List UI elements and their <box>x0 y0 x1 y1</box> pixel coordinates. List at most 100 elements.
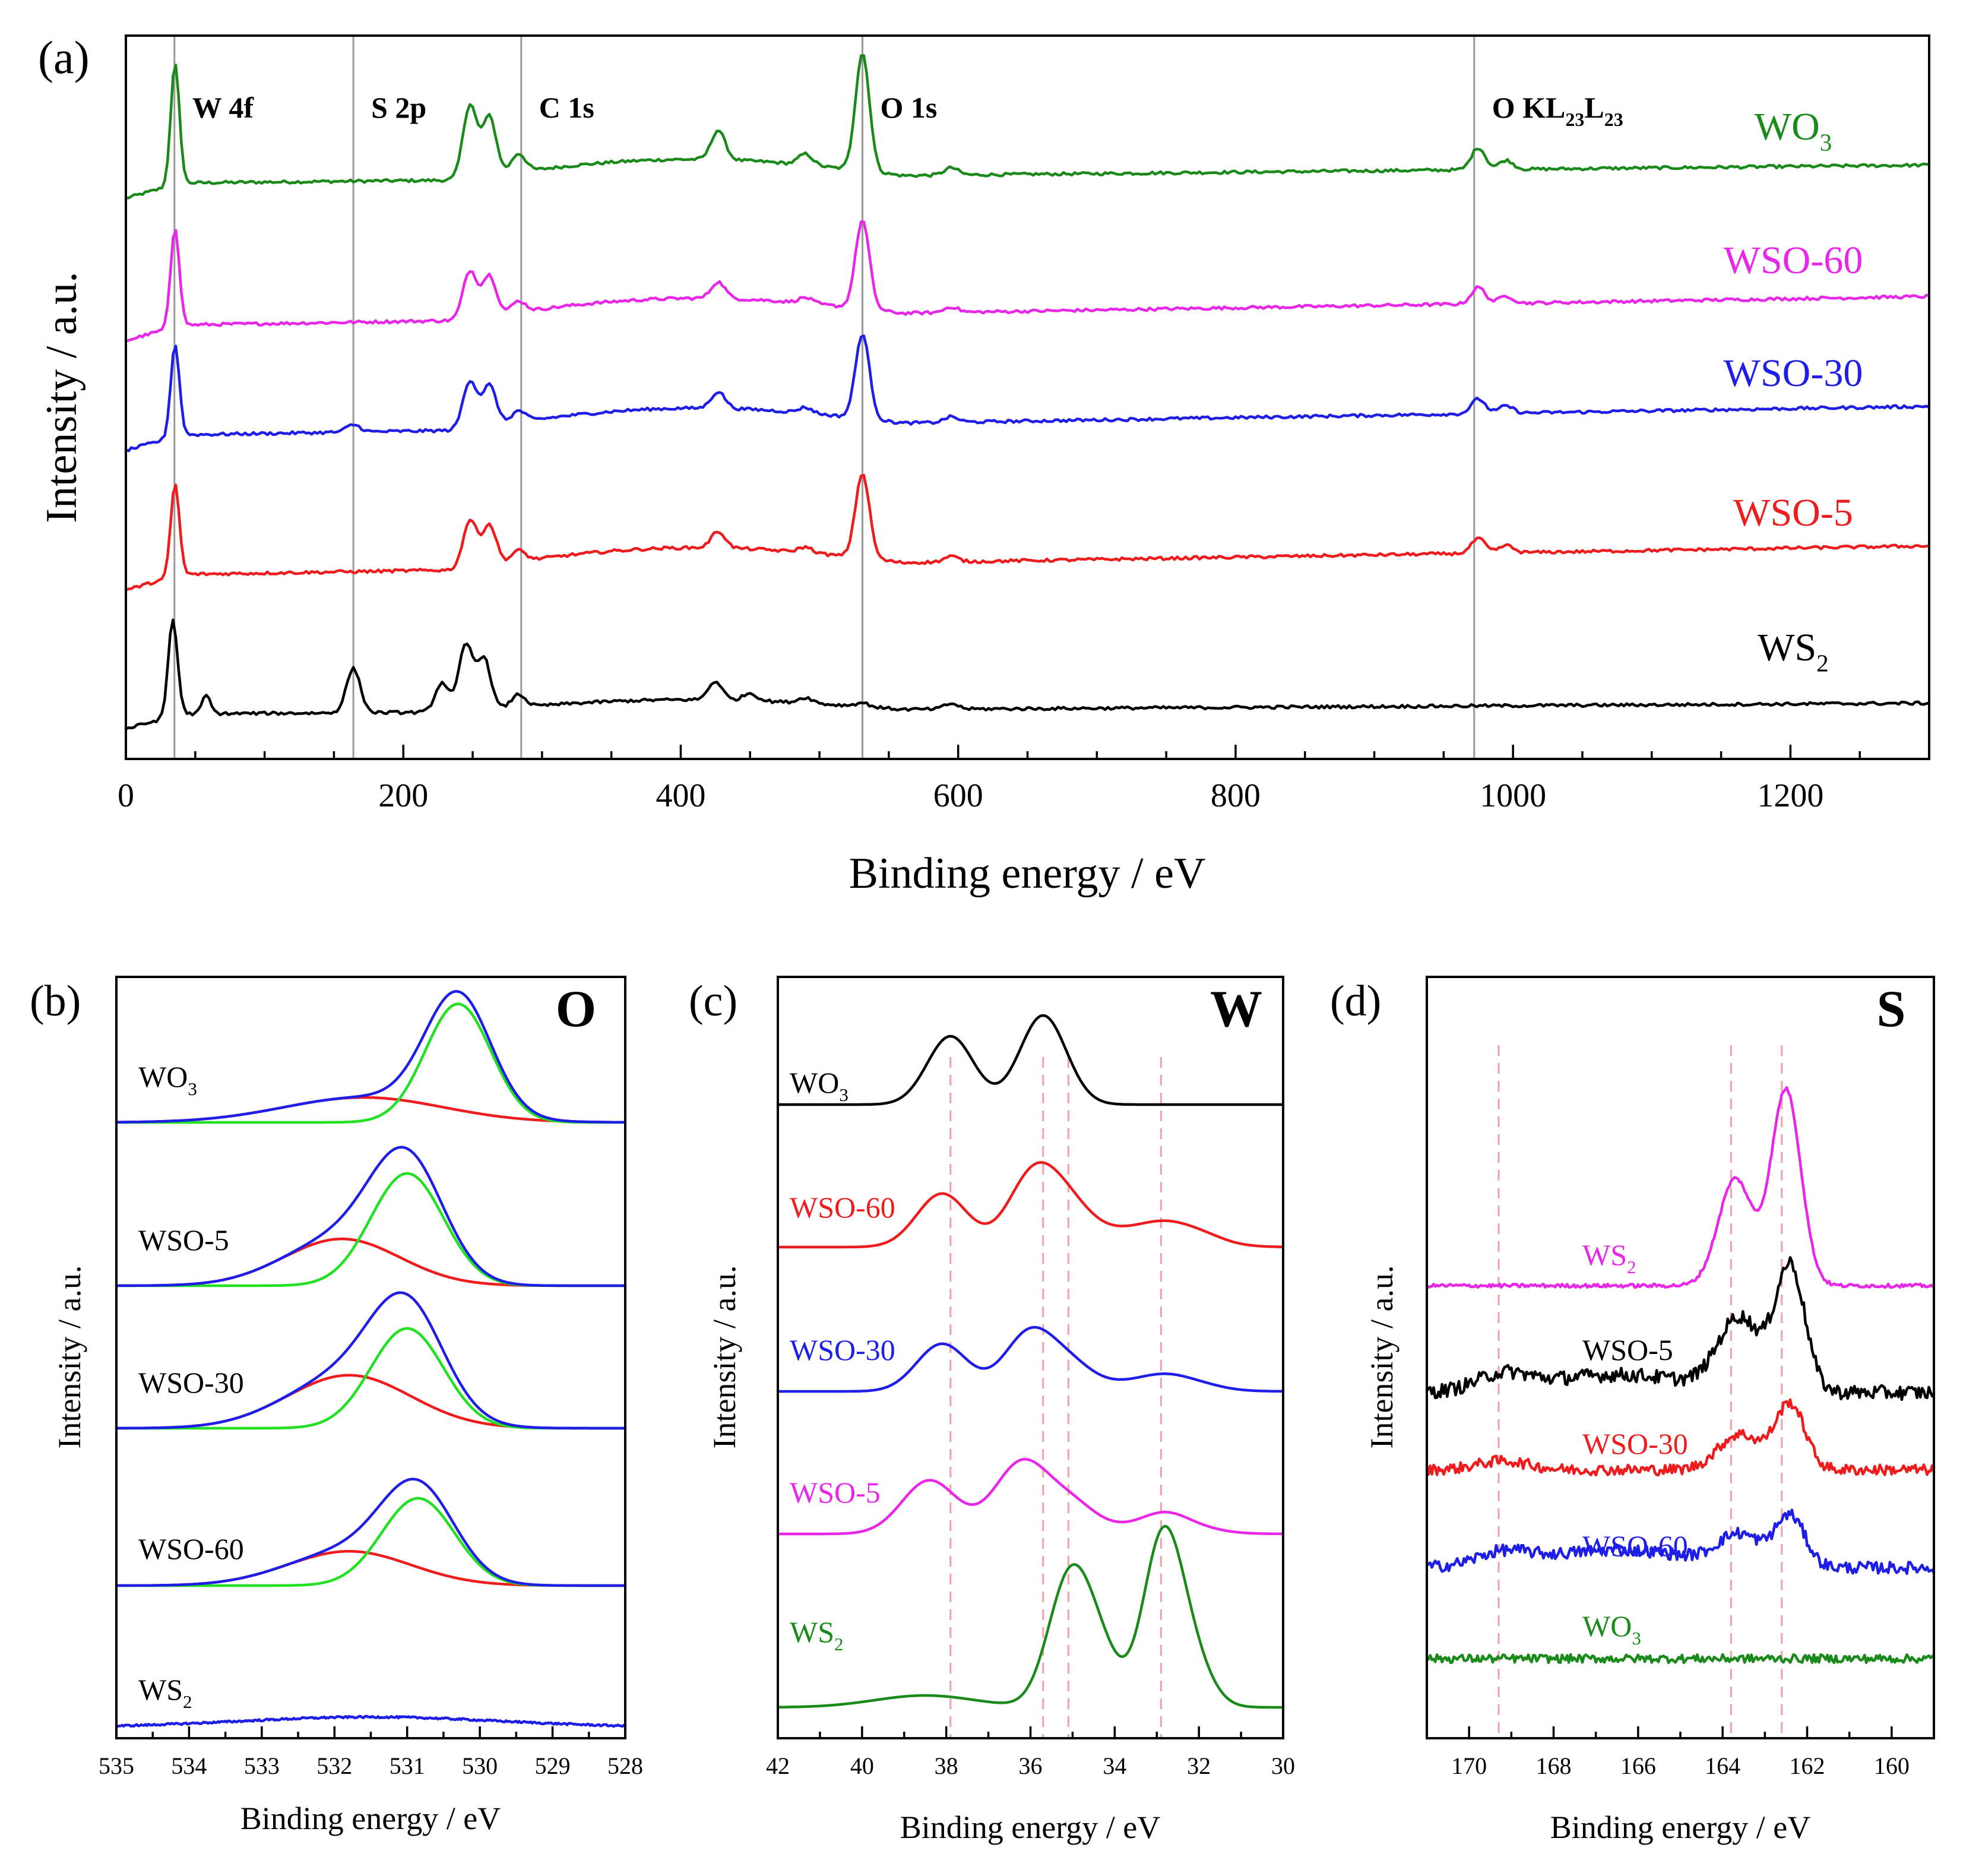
panel-d-trace-wso-30 <box>1425 1398 1936 1477</box>
panel-d-series-label-wso-5: WSO-5 <box>1582 1333 1673 1366</box>
panel-a-marker-o-1s: O 1s <box>880 91 937 124</box>
panel-a-marker-text: C 1s <box>539 91 594 124</box>
panel-b-tick-label: 530 <box>462 1752 498 1779</box>
panel-a-marker-o-kl: O KL23L23 <box>1492 91 1623 130</box>
panel-b-series-label-wso-60: WSO-60 <box>138 1532 244 1565</box>
panel-a-series-label-wo3-main: WO <box>1755 105 1820 148</box>
panel-d-label: (d) <box>1330 977 1381 1026</box>
panel-c-x-axis-label: Binding energy / eV <box>900 1809 1160 1845</box>
panel-b-tick-label: 529 <box>535 1752 571 1779</box>
panel-a-tick-label: 800 <box>1211 777 1261 814</box>
panel-a-tick-label: 1000 <box>1480 777 1546 814</box>
panel-a-tick-label: 0 <box>118 777 134 814</box>
panel-a-marker-s-2p: S 2p <box>371 91 426 124</box>
panel-a-series-label-wso-5: WSO-5 <box>1733 491 1853 534</box>
panel-c-series-label-wso-5: WSO-5 <box>790 1476 881 1509</box>
panel-a-marker-text: L <box>1584 91 1604 124</box>
panel-d-series-label-ws2: WS2 <box>1582 1238 1636 1277</box>
panel-b-tick-label: 532 <box>316 1752 352 1779</box>
panel-c-trace-wso-5 <box>776 1457 1285 1536</box>
panel-c-trace-wso-30 <box>776 1325 1285 1393</box>
panel-b-tick-label: 534 <box>171 1752 207 1779</box>
panel-a-tick-label: 200 <box>378 777 428 814</box>
panel-a-series-label-wo3: WO3 <box>1755 105 1832 156</box>
panel-c-trace-wso-60 <box>776 1161 1285 1249</box>
panel-b-series-label-wso-60-main: WSO-60 <box>138 1532 244 1565</box>
panel-a-tick-label: 400 <box>656 777 705 814</box>
panel-d-frame <box>1426 976 1935 1739</box>
panel-b-series-label-ws2-main: WS <box>138 1673 183 1706</box>
panel-a-marker-c-1s: C 1s <box>539 91 594 124</box>
panel-c-tick-label: 42 <box>766 1752 790 1779</box>
panel-a-series-label-wso-5-main: WSO-5 <box>1733 491 1853 534</box>
panel-d-trace-wso-5 <box>1425 1256 1936 1402</box>
panel-b-series-label-ws2: WS2 <box>138 1673 192 1712</box>
panel-a-series-label-ws2-subscript: 2 <box>1816 650 1828 676</box>
panel-b-tick-label: 528 <box>607 1752 643 1779</box>
panel-c-tick-label: 34 <box>1103 1752 1126 1779</box>
panel-c-tick-label: 40 <box>850 1752 874 1779</box>
panel-b-label: (b) <box>30 977 81 1026</box>
panel-c-series-label-wso-60-main: WSO-60 <box>790 1191 895 1224</box>
panel-b-tick-label: 533 <box>244 1752 280 1779</box>
panel-c-trace-wo3 <box>776 1014 1285 1106</box>
panel-a-trace-wso-60 <box>124 220 1931 343</box>
panel-b-series-label-wso-5: WSO-5 <box>138 1223 229 1257</box>
panel-b-series-label-wo3: WO3 <box>138 1060 197 1099</box>
panel-d-trace-wo3 <box>1425 1653 1936 1665</box>
panel-b-envelope-ws2 <box>115 1714 627 1728</box>
panel-a-marker-text: S 2p <box>371 91 426 124</box>
panel-d-series-label-wso-30: WSO-30 <box>1582 1427 1688 1460</box>
panel-b-y-axis-label: Intensity / a.u. <box>52 1266 87 1449</box>
panel-d-series-label-wso-60: WSO-60 <box>1582 1529 1688 1562</box>
panel-d-tick-label: 166 <box>1620 1752 1656 1779</box>
panel-a-tick-label: 600 <box>933 777 983 814</box>
panel-c-label: (c) <box>689 977 737 1026</box>
panel-d-series-label-wo3-subscript: 3 <box>1632 1628 1641 1649</box>
panel-a-series-label-wso-60-main: WSO-60 <box>1724 239 1863 282</box>
panel-b-O1s: (b) WO3 WSO-5 WSO-30 WSO-60 WS2 535 534 533 532… <box>30 976 643 1836</box>
panel-a-series-label-wso-60: WSO-60 <box>1724 239 1863 282</box>
panel-c-element-label: W <box>1210 980 1262 1038</box>
panel-b-frame <box>115 976 626 1739</box>
panel-b-lattice-component-wo3 <box>115 1002 627 1124</box>
panel-d-series-label-ws2-subscript: 2 <box>1627 1257 1636 1277</box>
panel-a-marker-w-4f: W 4f <box>192 91 255 124</box>
panel-a-trace-ws2 <box>124 618 1931 730</box>
panel-d-tick-label: 162 <box>1790 1752 1825 1779</box>
panel-a-trace-wso-5 <box>124 473 1931 591</box>
panel-c-tick-label: 36 <box>1019 1752 1043 1779</box>
panel-d-tick-label: 168 <box>1536 1752 1572 1779</box>
panel-b-envelope-wso-5 <box>115 1146 627 1287</box>
panel-b-tick-label: 531 <box>390 1752 425 1779</box>
panel-b-series-label-wo3-main: WO <box>138 1060 188 1093</box>
panel-a-marker-text: O 1s <box>880 91 937 124</box>
panel-a-label: (a) <box>38 31 90 83</box>
panel-a-y-axis-label: Intensity / a.u. <box>37 271 86 523</box>
panel-d-series-label-wso-5-main: WSO-5 <box>1582 1333 1673 1366</box>
panel-a-x-axis-label: Binding energy / eV <box>849 849 1206 898</box>
panel-c-tick-label: 30 <box>1271 1752 1295 1779</box>
panel-c-series-label-ws2-subscript: 2 <box>834 1634 844 1654</box>
panel-a-frame <box>125 34 1930 760</box>
panel-c-series-label-ws2-main: WS <box>790 1615 834 1649</box>
panel-b-series-label-wso-5-main: WSO-5 <box>138 1223 229 1257</box>
panel-c-tick-label: 32 <box>1187 1752 1211 1779</box>
panel-d-series-label-wso-30-main: WSO-30 <box>1582 1427 1688 1460</box>
panel-d-x-axis-label: Binding energy / eV <box>1550 1809 1810 1845</box>
panel-d-series-label-wo3-main: WO <box>1582 1609 1632 1643</box>
panel-c-series-label-wo3-subscript: 3 <box>839 1084 848 1105</box>
panel-c-series-label-wo3-main: WO <box>790 1066 839 1099</box>
panel-c-series-label-wo3: WO3 <box>790 1066 848 1105</box>
panel-b-envelope-wo3 <box>115 990 627 1124</box>
panel-a-marker-text: O KL <box>1492 91 1566 124</box>
panel-a-series-label-ws2: WS2 <box>1758 626 1828 676</box>
panel-b-series-label-wso-30-main: WSO-30 <box>138 1366 244 1399</box>
panel-a-survey: (a) W 4f S 2p C 1s O 1s O KL23L23 WO3 WSO-60 W… <box>37 31 1931 898</box>
panel-c-series-label-wso-5-main: WSO-5 <box>790 1476 881 1509</box>
panel-d-S2p: (d) WS2 WSO-5 WSO-30 WSO-60 WO3 170 168 166 164… <box>1330 976 1936 1845</box>
panel-b-series-label-wso-30: WSO-30 <box>138 1366 244 1399</box>
panel-d-series-label-wso-60-main: WSO-60 <box>1582 1529 1688 1562</box>
